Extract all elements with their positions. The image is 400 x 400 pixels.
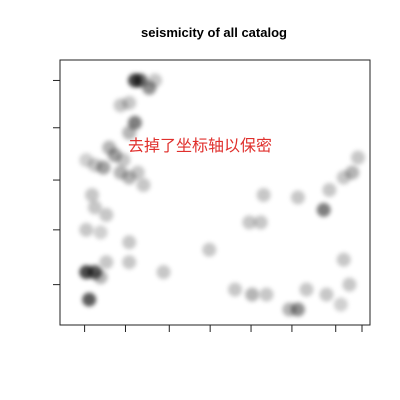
data-point-32	[242, 215, 257, 230]
data-point-50	[228, 282, 243, 297]
plot-frame	[59, 59, 371, 326]
data-point-41	[336, 252, 351, 267]
data-point-29	[122, 255, 137, 270]
data-point-5	[122, 95, 137, 110]
data-point-37	[322, 183, 337, 198]
data-point-7	[122, 125, 137, 140]
data-point-45	[299, 282, 314, 297]
data-point-42	[342, 277, 357, 292]
data-point-23	[122, 235, 137, 250]
data-point-19	[87, 200, 102, 215]
data-point-20	[99, 207, 114, 222]
data-point-34	[256, 187, 271, 202]
overlay-annotation: 去掉了坐标轴以保密	[128, 136, 272, 155]
data-point-24	[99, 255, 114, 270]
data-point-44	[319, 287, 334, 302]
chart-title: seismicity of all catalog	[141, 25, 287, 40]
data-point-22	[93, 225, 108, 240]
data-point-43	[333, 297, 348, 312]
data-point-48	[259, 287, 274, 302]
data-point-49	[245, 287, 260, 302]
x-axis	[84, 325, 363, 332]
data-point-40	[351, 150, 365, 165]
data-point-39	[345, 165, 360, 180]
data-point-30	[156, 265, 171, 280]
data-point-15	[130, 165, 145, 180]
data-point-28	[82, 292, 97, 307]
data-points	[79, 73, 365, 317]
data-point-35	[290, 190, 305, 205]
data-point-3	[147, 73, 162, 88]
data-point-17	[79, 153, 94, 168]
data-point-16	[136, 178, 151, 193]
y-axis	[53, 79, 60, 286]
data-point-27	[93, 270, 108, 285]
data-point-47	[282, 302, 297, 317]
data-point-10	[116, 153, 131, 168]
data-point-18	[85, 187, 100, 202]
data-point-36	[316, 202, 331, 217]
data-point-31	[202, 242, 217, 257]
data-point-21	[79, 222, 94, 237]
data-point-33	[253, 215, 268, 230]
